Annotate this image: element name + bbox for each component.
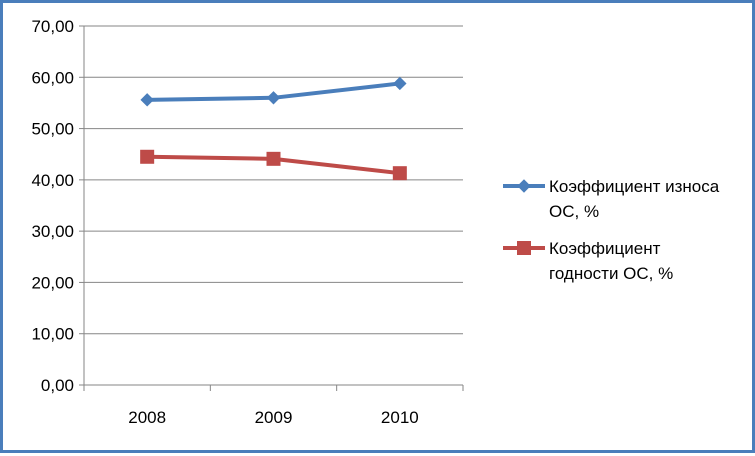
data-point-diamond: [393, 76, 407, 91]
axes: [79, 25, 464, 391]
data-point-square: [140, 149, 155, 164]
gridlines: [84, 25, 463, 335]
data-point-diamond: [266, 91, 281, 105]
y-tick-label: 20,00: [31, 273, 74, 292]
legend-label: Коэффициент износа: [549, 177, 720, 196]
y-tick-label: 30,00: [31, 222, 74, 241]
series-1: [140, 76, 407, 107]
legend-item-2: Коэффициент годности ОС, %: [503, 239, 673, 283]
data-point-diamond: [140, 93, 154, 107]
y-tick-label: 0,00: [41, 376, 74, 395]
y-tick-label: 50,00: [31, 120, 74, 139]
x-tick-labels: 2008 2009 2010: [128, 408, 418, 427]
legend-item-1: Коэффициент износа ОС, %: [503, 177, 720, 221]
legend-swatch-marker: [517, 179, 531, 193]
x-tick-label: 2008: [128, 408, 166, 427]
y-tick-label: 10,00: [31, 325, 74, 344]
y-tick-label: 60,00: [31, 68, 74, 87]
y-tick-label: 40,00: [31, 171, 74, 190]
line-chart: 0,0010,0020,0030,0040,0050,0060,0070,00 …: [31, 17, 720, 427]
series-2: [140, 149, 407, 181]
x-tick-label: 2010: [381, 408, 419, 427]
legend-label: ОС, %: [549, 202, 599, 221]
legend-label: годности ОС, %: [549, 264, 673, 283]
y-tick-labels: 0,00 10,00 20,00 30,00 40,00 50,00 60,00 70,00: [31, 17, 74, 395]
data-point-square: [392, 166, 407, 181]
data-point-square: [266, 151, 281, 166]
y-tick-label: 70,00: [31, 17, 74, 36]
legend-swatch-marker: [517, 241, 531, 255]
legend-label: Коэффициент: [549, 239, 661, 258]
series-group: [140, 76, 407, 181]
legend: Коэффициент износа ОС, % Коэффициент годнос…: [503, 177, 720, 283]
x-tick-label: 2009: [255, 408, 293, 427]
